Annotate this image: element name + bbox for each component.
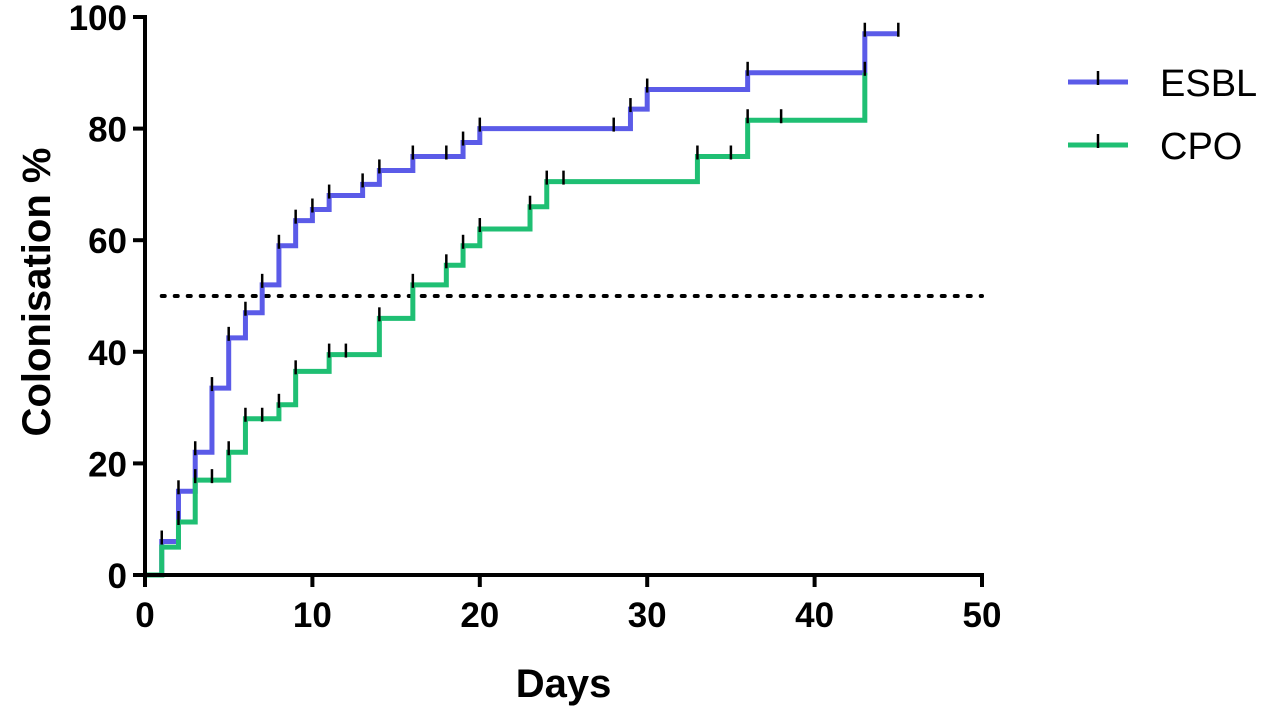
legend-label-esbl: ESBL — [1160, 63, 1257, 105]
y-tick-label: 60 — [88, 222, 127, 261]
legend-item-cpo: CPO — [1068, 126, 1242, 168]
series-line-esbl — [145, 31, 899, 578]
axes-layer — [143, 15, 984, 577]
y-axis-title: Colonisation % — [15, 148, 59, 437]
x-tick-label: 10 — [293, 596, 332, 635]
y-tick-label: 20 — [88, 445, 127, 484]
y-tick-label: 100 — [69, 0, 127, 38]
series-line-cpo — [145, 72, 868, 578]
x-tick-label: 40 — [795, 596, 834, 635]
x-tick-label: 30 — [628, 596, 667, 635]
legend: ESBL CPO — [1068, 63, 1257, 168]
legend-item-esbl: ESBL — [1068, 63, 1257, 105]
series-layer — [145, 22, 900, 578]
y-tick-label: 0 — [108, 557, 127, 596]
y-tick-label: 80 — [88, 111, 127, 150]
legend-label-cpo: CPO — [1160, 126, 1242, 168]
x-tick-label: 20 — [460, 596, 499, 635]
x-axis-title: Days — [516, 662, 612, 706]
tick-layer: 0 10 20 30 40 50 0 20 40 60 80 100 — [69, 0, 1002, 635]
y-tick-label: 40 — [88, 334, 127, 373]
x-tick-label: 50 — [963, 596, 1002, 635]
x-tick-label: 0 — [135, 596, 154, 635]
